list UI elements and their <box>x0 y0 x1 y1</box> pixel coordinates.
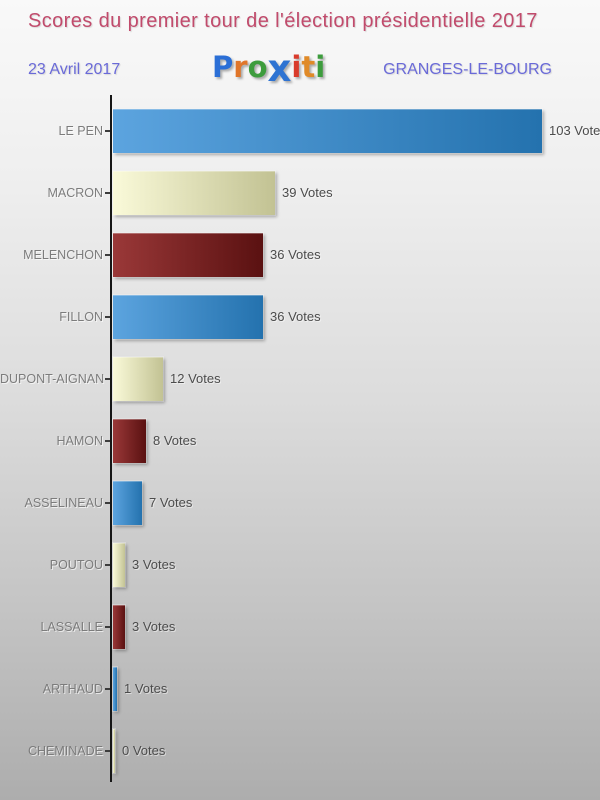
bar-chart: LE PEN 103 Votes MACRON 39 Votes MELENCHON 36… <box>0 100 600 782</box>
proxiti-logo: Proxiti <box>212 47 325 90</box>
value-label: 8 Votes <box>153 433 197 448</box>
logo-letter: i <box>291 50 302 84</box>
category-label: POUTOU <box>49 558 103 572</box>
value-label: 3 Votes <box>132 557 176 572</box>
value-label: 1 Votes <box>124 681 168 696</box>
value-label: 39 Votes <box>282 185 333 200</box>
bar <box>113 605 125 649</box>
value-label: 0 Votes <box>122 743 166 758</box>
bar-row: HAMON 8 Votes <box>0 410 600 472</box>
logo-letter: P <box>212 50 234 84</box>
value-label: 7 Votes <box>149 495 193 510</box>
value-label: 3 Votes <box>132 619 176 634</box>
bar-row: MACRON 39 Votes <box>0 162 600 224</box>
category-label: MACRON <box>47 186 103 200</box>
axis-tick <box>105 316 110 318</box>
bar-row: LASSALLE 3 Votes <box>0 596 600 658</box>
logo-letter: t <box>301 50 316 84</box>
bar-row: DUPONT-AIGNAN 12 Votes <box>0 348 600 410</box>
bar-row: MELENCHON 36 Votes <box>0 224 600 286</box>
category-label: LE PEN <box>58 124 103 138</box>
commune-label: GRANGES-LE-BOURG <box>383 61 552 78</box>
bar <box>113 109 542 153</box>
axis-tick <box>105 254 110 256</box>
logo-letter: x <box>267 47 292 90</box>
logo-letter: i <box>315 50 326 84</box>
axis-tick <box>105 750 110 752</box>
bar <box>113 481 142 525</box>
category-label: LASSALLE <box>40 620 103 634</box>
date-label: 23 Avril 2017 <box>28 61 121 78</box>
axis-tick <box>105 130 110 132</box>
value-label: 103 Votes <box>549 123 600 138</box>
page-title: Scores du premier tour de l'élection pré… <box>28 10 538 32</box>
value-label: 12 Votes <box>170 371 221 386</box>
category-label: ASSELINEAU <box>24 496 103 510</box>
logo-letter: o <box>247 50 268 84</box>
category-label: MELENCHON <box>23 248 103 262</box>
axis-tick <box>105 564 110 566</box>
value-label: 36 Votes <box>270 309 321 324</box>
bar-row: ASSELINEAU 7 Votes <box>0 472 600 534</box>
bar-row: POUTOU 3 Votes <box>0 534 600 596</box>
axis-tick <box>105 440 110 442</box>
axis-tick <box>105 688 110 690</box>
axis-tick <box>105 626 110 628</box>
bar-row: CHEMINADE 0 Votes <box>0 720 600 782</box>
bar <box>113 419 146 463</box>
bar <box>113 729 115 773</box>
bar-row: LE PEN 103 Votes <box>0 100 600 162</box>
value-label: 36 Votes <box>270 247 321 262</box>
logo-letter: r <box>233 50 248 84</box>
bar <box>113 357 163 401</box>
axis-tick <box>105 378 110 380</box>
category-label: ARTHAUD <box>42 682 103 696</box>
category-label: FILLON <box>59 310 103 324</box>
bar <box>113 543 125 587</box>
category-label: CHEMINADE <box>27 744 103 758</box>
bar <box>113 171 275 215</box>
axis-tick <box>105 502 110 504</box>
bar-row: ARTHAUD 1 Votes <box>0 658 600 720</box>
bar <box>113 295 263 339</box>
y-axis-line <box>110 95 112 782</box>
bar <box>113 667 117 711</box>
category-label: DUPONT-AIGNAN <box>0 372 105 386</box>
category-label: HAMON <box>56 434 103 448</box>
bar <box>113 233 263 277</box>
axis-tick <box>105 192 110 194</box>
bar-row: FILLON 36 Votes <box>0 286 600 348</box>
